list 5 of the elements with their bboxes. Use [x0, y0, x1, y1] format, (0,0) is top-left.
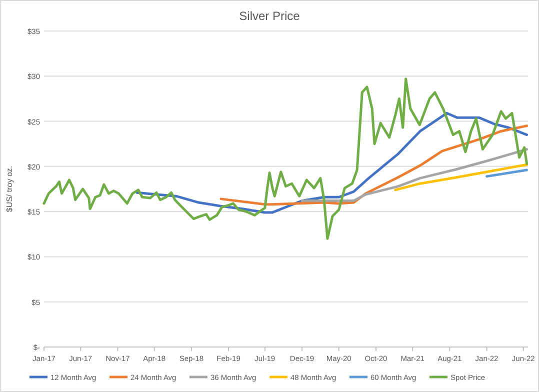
line-series: [300, 148, 528, 202]
y-axis-title: $US/ troy oz.: [5, 166, 14, 212]
line-series: [394, 163, 528, 192]
line-series: [42, 78, 528, 240]
chart-title: Silver Price: [239, 9, 300, 23]
